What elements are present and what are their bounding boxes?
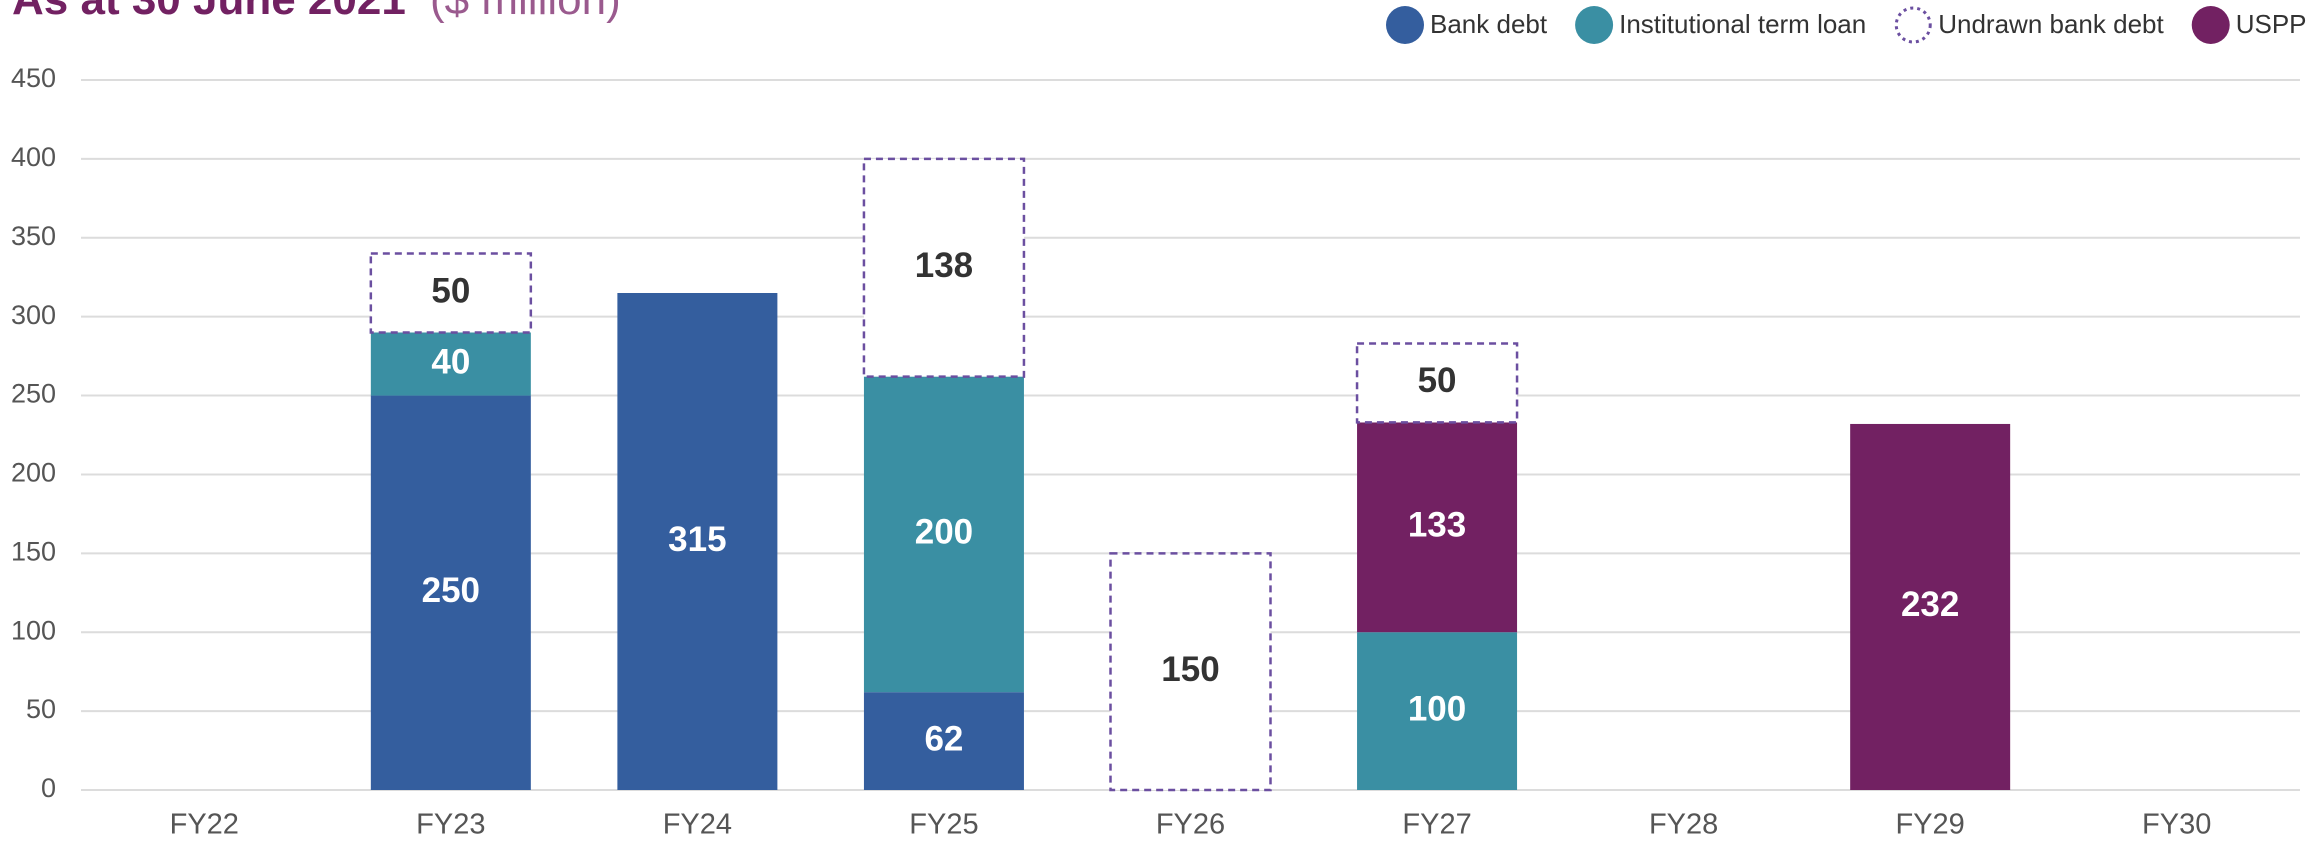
bar-segment	[1357, 632, 1518, 790]
y-tick-label: 100	[11, 615, 56, 645]
bar-segment	[370, 332, 531, 396]
x-tick-label: FY25	[909, 809, 978, 841]
chart-title: As at 30 June 2021	[12, 0, 406, 24]
y-tick-label: 300	[11, 300, 56, 330]
x-tick-label: FY26	[1156, 809, 1225, 841]
bar-segment	[617, 293, 778, 790]
x-tick-label: FY28	[1649, 809, 1718, 841]
y-tick-label: 50	[26, 694, 56, 724]
data-label: 40	[431, 342, 470, 381]
data-label: 315	[668, 520, 726, 559]
y-tick-label: 150	[11, 536, 56, 566]
undrawn-bar-segment	[862, 157, 1026, 378]
legend: Bank debt Institutional term loan Undrawn …	[1386, 6, 2307, 44]
data-label: 200	[915, 513, 973, 552]
legend-swatch	[1386, 6, 1424, 44]
bar-segment	[370, 395, 531, 790]
y-tick-label: 350	[11, 221, 56, 251]
bar-segment	[1850, 423, 2011, 790]
data-label: 50	[1418, 361, 1457, 400]
y-tick-label: 400	[11, 142, 56, 172]
undrawn-bar-segment	[1355, 342, 1519, 424]
data-label: 62	[924, 719, 963, 758]
data-label: 50	[431, 271, 470, 310]
y-tick-label: 200	[11, 458, 56, 488]
x-tick-label: FY29	[1896, 809, 1965, 841]
data-label: 232	[1901, 585, 1959, 624]
x-tick-label: FY30	[2142, 809, 2211, 841]
y-tick-label: 0	[41, 773, 56, 803]
data-label: 250	[422, 571, 480, 610]
undrawn-bar-segment	[1109, 552, 1272, 792]
legend-swatch	[1894, 6, 1932, 44]
x-tick-label: FY24	[663, 809, 732, 841]
x-tick-label: FY22	[170, 809, 239, 841]
data-label: 133	[1408, 506, 1466, 545]
data-label: 100	[1408, 689, 1466, 728]
bar-segment	[863, 376, 1024, 693]
legend-label: Institutional term loan	[1619, 9, 1866, 39]
undrawn-bar-segment	[369, 252, 533, 334]
y-tick-label: 250	[11, 379, 56, 409]
legend-swatch	[1575, 6, 1614, 44]
legend-swatch	[2191, 6, 2230, 44]
legend-label: Bank debt	[1430, 9, 1548, 39]
y-tick-label: 450	[11, 63, 56, 93]
x-tick-label: FY23	[416, 809, 485, 841]
chart-title-group: As at 30 June 2021 ($ million)	[12, 0, 621, 24]
bar-segment	[1357, 422, 1518, 633]
x-tick-label: FY27	[1402, 809, 1471, 841]
bar-segment	[863, 692, 1024, 790]
chart-subtitle: ($ million)	[430, 0, 621, 24]
data-label: 138	[915, 246, 973, 285]
data-label: 150	[1161, 650, 1219, 689]
legend-label: Undrawn bank debt	[1938, 9, 2164, 39]
legend-label: USPP	[2236, 9, 2307, 39]
